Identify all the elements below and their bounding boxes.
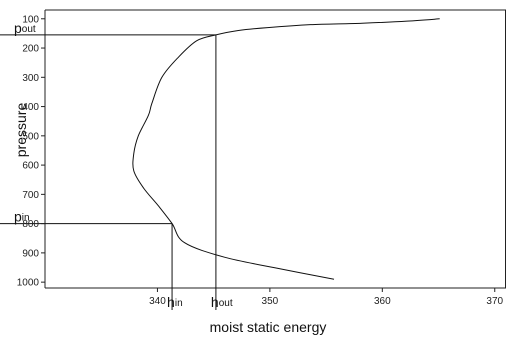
y-tick-label: 400 (22, 102, 39, 113)
annotation-hout: hout (211, 294, 233, 310)
y-tick-label: 100 (22, 14, 39, 25)
series-line (132, 18, 440, 280)
x-tick-label: 360 (374, 296, 391, 307)
annotation-hin: hin (167, 294, 183, 310)
y-tick-label: 800 (22, 219, 39, 230)
x-tick-label: 340 (149, 296, 166, 307)
y-tick-label: 500 (22, 131, 39, 142)
y-tick-label: 600 (22, 161, 39, 172)
y-tick-label: 900 (22, 248, 39, 259)
y-tick-label: 200 (22, 44, 39, 55)
annotation-pout: pout (14, 20, 36, 36)
x-axis-title: moist static energy (210, 319, 327, 335)
y-tick-label: 300 (22, 73, 39, 84)
y-tick-label: 1000 (17, 278, 40, 289)
y-axis-title: pressure (13, 103, 29, 158)
annotation-pin: pin (14, 209, 30, 225)
x-tick-label: 350 (262, 296, 279, 307)
y-tick-label: 700 (22, 190, 39, 201)
x-tick-label: 370 (486, 296, 503, 307)
